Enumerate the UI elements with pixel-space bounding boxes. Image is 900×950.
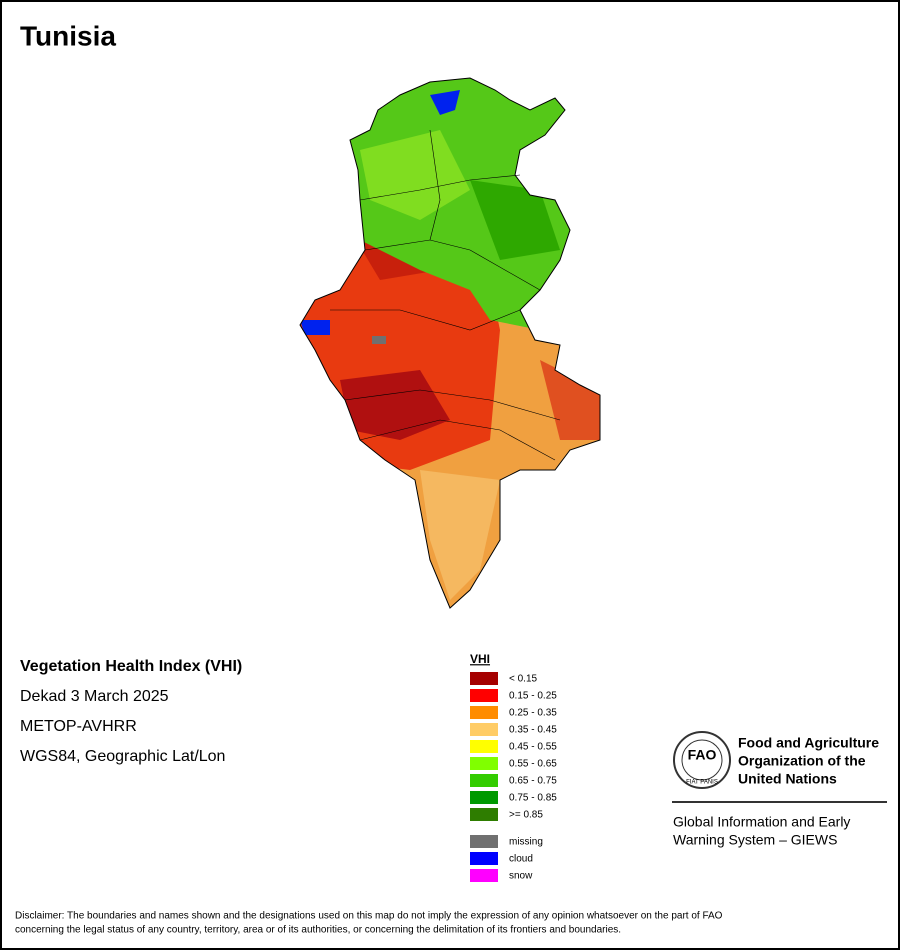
- disclaimer-line: Disclaimer: The boundaries and names sho…: [15, 911, 723, 922]
- legend-label: missing: [509, 837, 543, 848]
- legend-label: 0.25 - 0.35: [509, 708, 557, 719]
- logo-inner: [681, 739, 723, 781]
- legend-label: 0.75 - 0.85: [509, 793, 557, 804]
- legend-swatch: [470, 723, 498, 736]
- info-line: WGS84, Geographic Lat/Lon: [20, 748, 225, 765]
- legend-label: 0.55 - 0.65: [509, 759, 557, 770]
- logo-motto: FIAT PANIS: [686, 780, 718, 786]
- org-program: Global Information and Early Warning Syst…: [673, 814, 850, 848]
- info-line: METOP-AVHRR: [20, 718, 137, 735]
- program-line: Global Information and Early: [673, 814, 850, 830]
- legend-label: snow: [509, 871, 533, 882]
- legend-label: 0.65 - 0.75: [509, 776, 557, 787]
- legend-label: 0.45 - 0.55: [509, 742, 557, 753]
- org-name-line: Food and Agriculture: [738, 735, 879, 751]
- org-name: Food and Agriculture Organization of the U…: [738, 735, 879, 787]
- legend-title: VHI: [470, 652, 490, 666]
- map-title: Tunisia: [20, 20, 116, 51]
- disclaimer-line: concerning the legal status of any count…: [15, 925, 621, 936]
- info-line: Dekad 3 March 2025: [20, 688, 169, 705]
- legend-swatch: [470, 672, 498, 685]
- disclaimer: Disclaimer: The boundaries and names sho…: [15, 911, 723, 936]
- legend-swatch: [470, 757, 498, 770]
- legend-label: 0.35 - 0.45: [509, 725, 557, 736]
- legend-label: cloud: [509, 854, 533, 865]
- legend-swatch: [470, 740, 498, 753]
- info-lines: Dekad 3 March 2025 METOP-AVHRR WGS84, Geog…: [20, 688, 225, 765]
- legend-label: >= 0.85: [509, 810, 543, 821]
- legend-swatch: [470, 869, 498, 882]
- legend: < 0.15 0.15 - 0.25 0.25 - 0.35 0.35 - 0.45 0…: [470, 672, 557, 882]
- legend-swatch: [470, 774, 498, 787]
- legend-label: 0.15 - 0.25: [509, 691, 557, 702]
- org-name-line: United Nations: [738, 771, 837, 787]
- program-line: Warning System – GIEWS: [673, 832, 837, 848]
- fao-logo: FAO FIAT PANIS: [673, 731, 731, 789]
- index-heading: Vegetation Health Index (VHI): [20, 658, 242, 675]
- org-name-line: Organization of the: [738, 753, 866, 769]
- logo-ring: [673, 731, 731, 789]
- legend-swatch: [470, 808, 498, 821]
- legend-label: < 0.15: [509, 674, 538, 685]
- legend-swatch: [470, 791, 498, 804]
- legend-swatch: [470, 706, 498, 719]
- admin-borders: [330, 129, 561, 461]
- logo-text: FAO: [688, 747, 717, 763]
- legend-swatch: [470, 835, 498, 848]
- legend-swatch: [470, 852, 498, 865]
- legend-swatch: [470, 689, 498, 702]
